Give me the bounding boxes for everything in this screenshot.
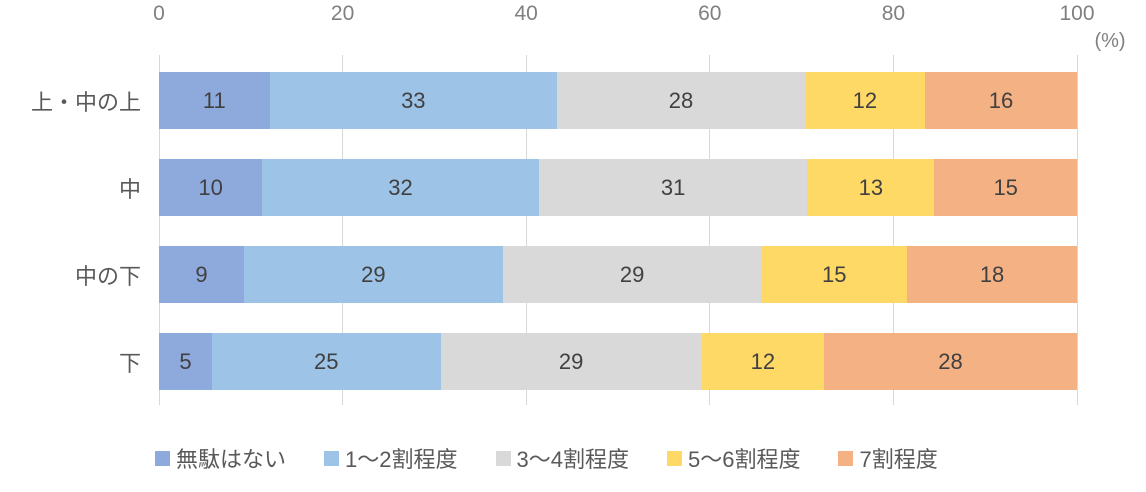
bar-value-label: 11 [202, 87, 226, 113]
bar-value-label: 10 [198, 174, 223, 200]
bar-row: 11 33 28 12 16 [159, 72, 1077, 129]
axis-unit-label: (%) [1094, 30, 1126, 52]
bar-value-label: 31 [660, 174, 686, 200]
legend-item: 7割程度 [838, 442, 938, 474]
bar-segment: 31 [538, 159, 808, 216]
bar-segment: 10 [159, 159, 263, 216]
legend-swatch [666, 450, 682, 466]
bar-segment: 25 [212, 333, 441, 390]
x-axis-ticks: 0 20 40 60 80 100 [153, 2, 1094, 30]
bar-value-label: 9 [195, 261, 208, 287]
x-tick-label: 60 [698, 2, 722, 25]
x-tick-label: 40 [514, 2, 538, 25]
legend-item: 5〜6割程度 [666, 442, 801, 474]
bar-segment: 15 [934, 159, 1077, 216]
bar-value-label: 16 [988, 87, 1014, 113]
bar-value-label: 29 [361, 261, 386, 287]
legend: 無駄はない 1〜2割程度 3〜4割程度 5〜6割程度 7割程度 [155, 442, 938, 474]
bar-value-label: 25 [314, 348, 339, 374]
legend-label: 1〜2割程度 [345, 447, 458, 472]
bar-value-label: 15 [822, 261, 847, 287]
bar-value-label: 28 [938, 348, 963, 374]
bar-value-label: 32 [388, 174, 413, 200]
bar-value-label: 13 [858, 174, 884, 200]
gridline [158, 55, 160, 405]
legend-item: 無駄はない [155, 442, 286, 474]
gridline [892, 55, 894, 405]
legend-swatch [155, 450, 170, 466]
bar-segment: 15 [761, 246, 908, 303]
legend-label: 5〜6割程度 [687, 447, 801, 472]
bar-segment: 28 [824, 333, 1077, 390]
bar-segment: 32 [262, 159, 539, 216]
bar-value-label: 18 [979, 261, 1005, 287]
bar-value-label: 29 [619, 261, 645, 287]
gridline [525, 55, 527, 405]
bar-value-label: 15 [993, 174, 1018, 200]
bar-row: 5 25 29 12 28 [159, 333, 1077, 390]
gridline [342, 55, 344, 405]
plot-area: 11 33 28 12 16 10 32 31 13 15 9 29 29 15 18 5 25 29 12 28 [158, 55, 1078, 405]
legend-label: 3〜4割程度 [516, 447, 629, 472]
category-label: 上・中の上 [30, 89, 141, 115]
bar-row: 9 29 29 15 18 [159, 246, 1077, 303]
bar-segment: 29 [440, 333, 702, 390]
gridline [709, 55, 711, 405]
bar-segment: 29 [243, 246, 503, 303]
bar-value-label: 5 [179, 348, 192, 374]
legend-swatch [324, 450, 340, 466]
bar-segment: 18 [907, 246, 1077, 303]
x-tick-label: 0 [153, 2, 165, 25]
legend-item: 1〜2割程度 [324, 442, 458, 474]
bar-segment: 12 [701, 333, 825, 390]
legend-label: 7割程度 [859, 447, 938, 472]
legend-item: 3〜4割程度 [495, 442, 629, 474]
bar-segment: 16 [924, 72, 1077, 129]
category-label: 中 [118, 176, 141, 202]
x-tick-label: 20 [330, 2, 355, 25]
bar-segment: 28 [557, 72, 805, 129]
bar-segment: 5 [159, 333, 213, 390]
bar-segment: 13 [807, 159, 935, 216]
bar-value-label: 12 [852, 87, 878, 113]
x-tick-label: 100 [1059, 2, 1095, 25]
gridline [1076, 55, 1078, 405]
legend-swatch [838, 450, 854, 466]
bar-value-label: 33 [401, 87, 426, 113]
x-tick-label: 80 [881, 2, 906, 25]
category-label: 下 [118, 350, 141, 376]
bar-segment: 33 [269, 72, 558, 129]
legend-label: 無駄はない [176, 447, 287, 472]
bar-value-label: 12 [750, 348, 776, 374]
bar-segment: 29 [502, 246, 762, 303]
bar-row: 10 32 31 13 15 [159, 159, 1077, 216]
bar-segment: 11 [159, 72, 270, 129]
bar-segment: 12 [804, 72, 925, 129]
bar-value-label: 29 [558, 348, 584, 374]
bar-segment: 9 [159, 246, 244, 303]
legend-swatch [495, 450, 511, 466]
bar-value-label: 28 [668, 87, 694, 113]
category-label: 中の下 [74, 263, 141, 289]
